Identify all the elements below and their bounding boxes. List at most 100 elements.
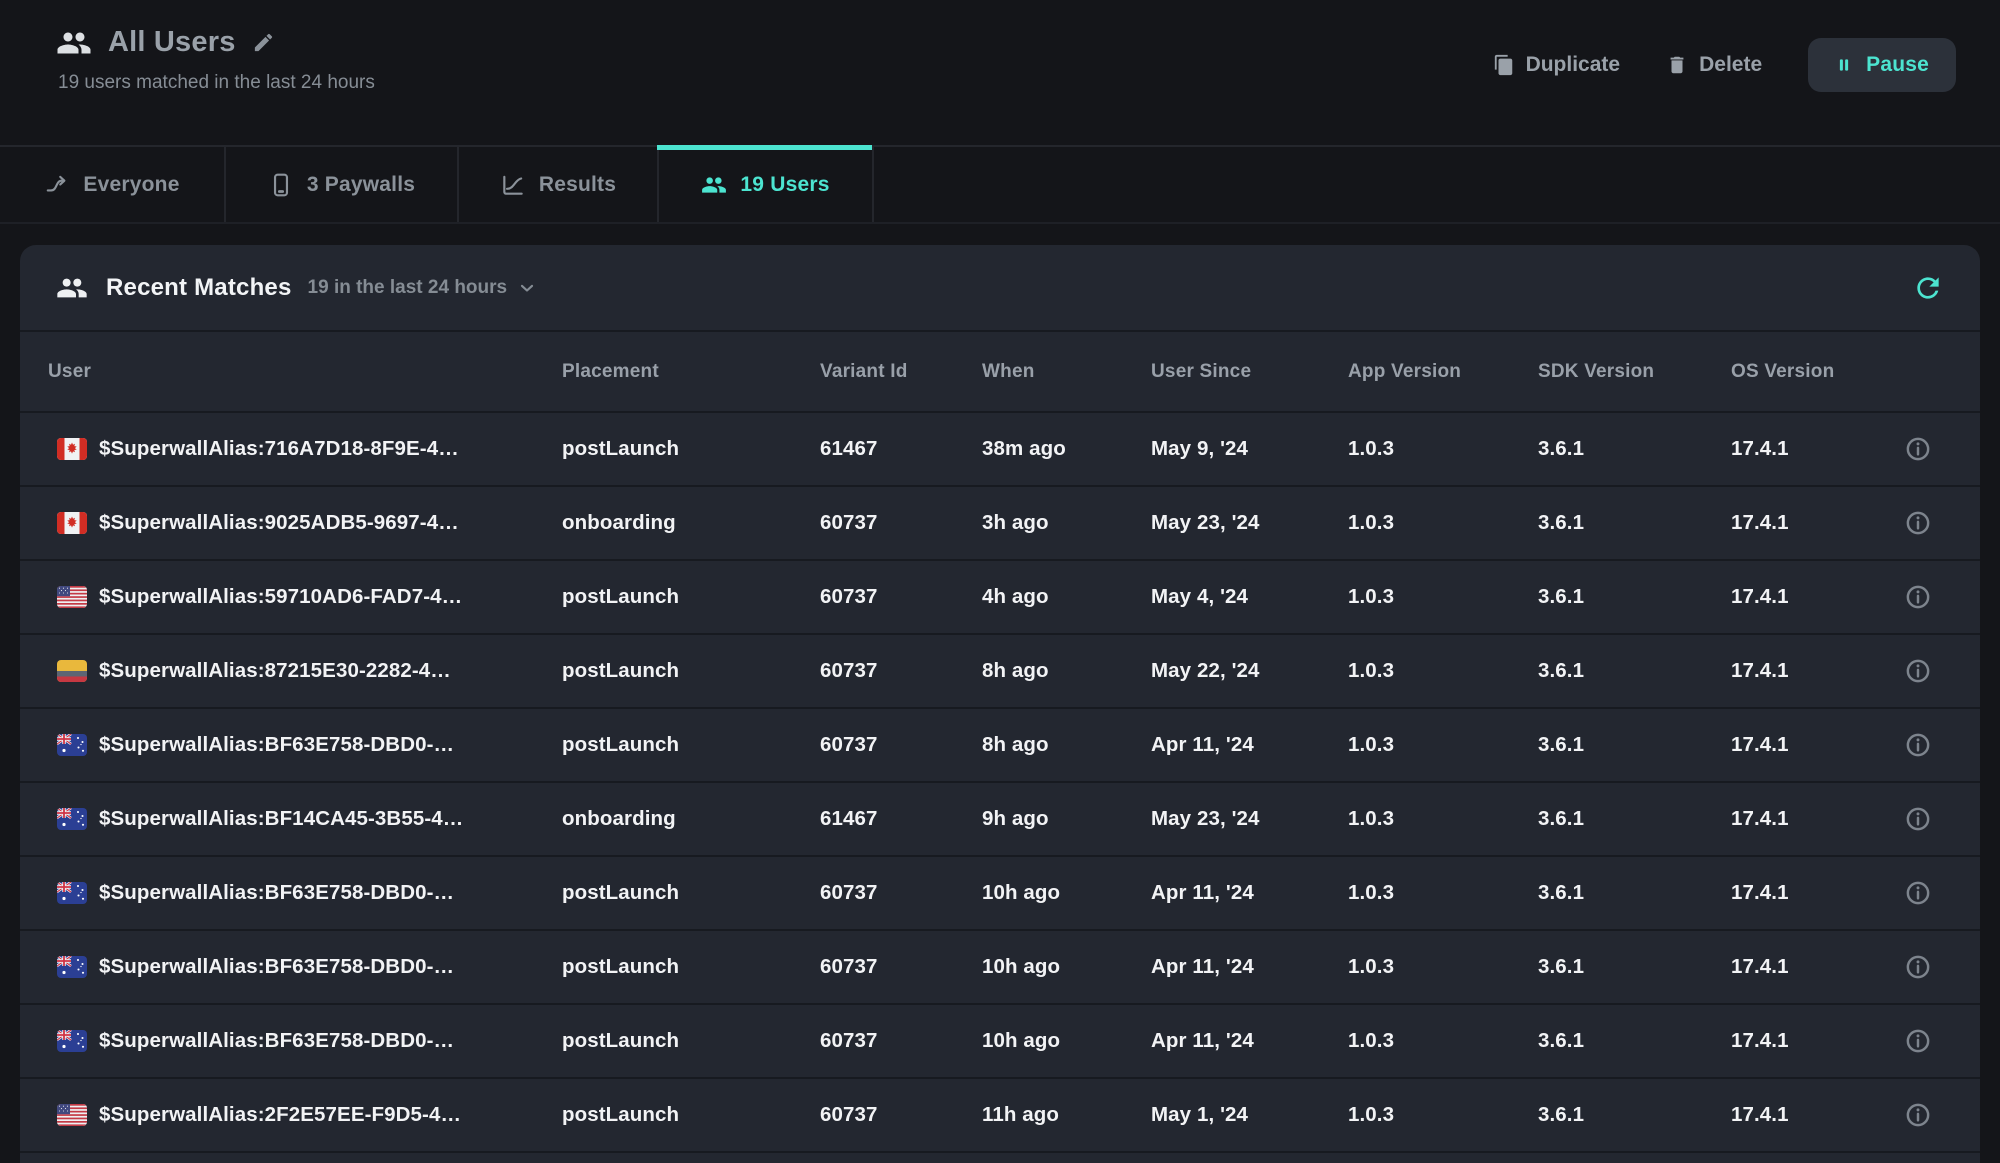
delete-button[interactable]: Delete bbox=[1666, 53, 1762, 77]
os-version-cell: 17.4.1 bbox=[1731, 437, 1789, 460]
column-header-app-version: App Version bbox=[1348, 360, 1462, 382]
placement-cell: postLaunch bbox=[562, 881, 680, 904]
chevron-down-icon bbox=[521, 284, 534, 292]
country-flag-icon bbox=[57, 660, 87, 682]
when-cell: 10h ago bbox=[982, 1029, 1061, 1052]
column-header-when: When bbox=[982, 360, 1035, 382]
app-version-cell: 1.0.3 bbox=[1348, 1029, 1395, 1052]
sdk-version-cell: 3.6.1 bbox=[1538, 807, 1585, 830]
country-flag-icon bbox=[57, 956, 87, 978]
info-icon[interactable] bbox=[1880, 509, 1956, 537]
user-since-cell: May 23, '24 bbox=[1151, 807, 1260, 830]
app-version-cell: 1.0.3 bbox=[1348, 807, 1395, 830]
info-icon[interactable] bbox=[1880, 953, 1956, 981]
os-version-cell: 17.4.1 bbox=[1731, 881, 1789, 904]
info-icon[interactable] bbox=[1880, 657, 1956, 685]
user-since-cell: May 1, '24 bbox=[1151, 1103, 1249, 1126]
table-row[interactable]: $SuperwallAlias:716A7D18-8F9E-4… postLau… bbox=[20, 413, 1980, 487]
variant-id-cell: 60737 bbox=[820, 585, 878, 608]
sdk-version-cell: 3.6.1 bbox=[1538, 1103, 1585, 1126]
tab-bar: Everyone 3 Paywalls Results 19 Users bbox=[0, 145, 2000, 224]
page-subtitle: 19 users matched in the last 24 hours bbox=[58, 72, 375, 93]
pause-icon bbox=[1840, 59, 1849, 71]
app-version-cell: 1.0.3 bbox=[1348, 511, 1395, 534]
os-version-cell: 17.4.1 bbox=[1731, 1103, 1789, 1126]
table-header-row: User Placement Variant Id When User Sinc… bbox=[20, 330, 1980, 413]
app-version-cell: 1.0.3 bbox=[1348, 659, 1395, 682]
info-icon[interactable] bbox=[1880, 805, 1956, 833]
column-header-os-version: OS Version bbox=[1731, 360, 1835, 382]
table-row[interactable]: $SuperwallAlias:BF63E758-DBD0-… postLaun… bbox=[20, 857, 1980, 931]
user-alias: $SuperwallAlias:59710AD6-FAD7-4… bbox=[99, 585, 463, 608]
when-cell: 8h ago bbox=[982, 659, 1049, 682]
table-body: $SuperwallAlias:716A7D18-8F9E-4… postLau… bbox=[20, 413, 1980, 1153]
column-header-sdk-version: SDK Version bbox=[1538, 360, 1655, 382]
range-filter-dropdown[interactable]: 19 in the last 24 hours bbox=[308, 277, 538, 299]
placement-cell: postLaunch bbox=[562, 955, 680, 978]
app-version-cell: 1.0.3 bbox=[1348, 585, 1395, 608]
os-version-cell: 17.4.1 bbox=[1731, 733, 1789, 756]
when-cell: 10h ago bbox=[982, 881, 1061, 904]
variant-id-cell: 60737 bbox=[820, 881, 878, 904]
table-row[interactable]: $SuperwallAlias:9025ADB5-9697-4… onboard… bbox=[20, 487, 1980, 561]
when-cell: 3h ago bbox=[982, 511, 1049, 534]
user-alias: $SuperwallAlias:BF14CA45-3B55-4… bbox=[99, 807, 464, 830]
variant-id-cell: 60737 bbox=[820, 511, 878, 534]
variant-id-cell: 60737 bbox=[820, 659, 878, 682]
column-header-user-since: User Since bbox=[1151, 360, 1252, 382]
info-icon[interactable] bbox=[1880, 435, 1956, 463]
copy-icon bbox=[1494, 54, 1512, 76]
sdk-version-cell: 3.6.1 bbox=[1538, 437, 1585, 460]
when-cell: 11h ago bbox=[982, 1103, 1060, 1126]
table-row[interactable]: $SuperwallAlias:BF63E758-DBD0-… postLaun… bbox=[20, 709, 1980, 783]
user-alias: $SuperwallAlias:BF63E758-DBD0-… bbox=[99, 881, 455, 904]
top-bar: All Users 19 users matched in the last 2… bbox=[0, 0, 2000, 145]
users-icon bbox=[56, 275, 88, 301]
user-since-cell: May 23, '24 bbox=[1151, 511, 1260, 534]
when-cell: 4h ago bbox=[982, 585, 1049, 608]
tab-paywalls[interactable]: 3 Paywalls bbox=[226, 147, 459, 222]
user-since-cell: Apr 11, '24 bbox=[1151, 881, 1254, 904]
sdk-version-cell: 3.6.1 bbox=[1538, 881, 1585, 904]
user-since-cell: May 4, '24 bbox=[1151, 585, 1249, 608]
table-row[interactable]: $SuperwallAlias:BF63E758-DBD0-… postLaun… bbox=[20, 1005, 1980, 1079]
phone-icon bbox=[273, 173, 288, 196]
country-flag-icon bbox=[57, 512, 87, 534]
duplicate-button[interactable]: Duplicate bbox=[1493, 53, 1620, 77]
info-icon[interactable] bbox=[1880, 1027, 1956, 1055]
refresh-button[interactable] bbox=[1912, 272, 1944, 304]
sdk-version-cell: 3.6.1 bbox=[1538, 659, 1585, 682]
sdk-version-cell: 3.6.1 bbox=[1538, 955, 1585, 978]
info-icon[interactable] bbox=[1880, 731, 1956, 759]
tab-everyone[interactable]: Everyone bbox=[0, 147, 226, 222]
user-since-cell: Apr 11, '24 bbox=[1151, 733, 1254, 756]
table-row[interactable]: $SuperwallAlias:87215E30-2282-4… postLau… bbox=[20, 635, 1980, 709]
variant-id-cell: 60737 bbox=[820, 1103, 878, 1126]
tab-results[interactable]: Results bbox=[459, 147, 659, 222]
table-row[interactable]: $SuperwallAlias:BF14CA45-3B55-4… onboard… bbox=[20, 783, 1980, 857]
page-title: All Users bbox=[108, 26, 236, 58]
user-since-cell: May 9, '24 bbox=[1151, 437, 1249, 460]
country-flag-icon bbox=[57, 808, 87, 830]
user-alias: $SuperwallAlias:9025ADB5-9697-4… bbox=[99, 511, 459, 534]
card-title: Recent Matches bbox=[106, 273, 292, 301]
table-row[interactable]: $SuperwallAlias:BF63E758-DBD0-… postLaun… bbox=[20, 931, 1980, 1005]
info-icon[interactable] bbox=[1880, 879, 1956, 907]
line-chart-icon bbox=[503, 175, 523, 195]
pause-button[interactable]: Pause bbox=[1808, 38, 1956, 92]
placement-cell: onboarding bbox=[562, 807, 676, 830]
info-icon[interactable] bbox=[1880, 1101, 1956, 1129]
when-cell: 38m ago bbox=[982, 437, 1066, 460]
user-since-cell: Apr 11, '24 bbox=[1151, 955, 1254, 978]
variant-id-cell: 60737 bbox=[820, 955, 878, 978]
tab-users[interactable]: 19 Users bbox=[657, 145, 874, 222]
country-flag-icon bbox=[57, 1030, 87, 1052]
title-block: All Users 19 users matched in the last 2… bbox=[56, 26, 375, 94]
user-alias: $SuperwallAlias:87215E30-2282-4… bbox=[99, 659, 451, 682]
table-row[interactable]: $SuperwallAlias:59710AD6-FAD7-4… postLau… bbox=[20, 561, 1980, 635]
table-row[interactable]: $SuperwallAlias:2F2E57EE-F9D5-4… postLau… bbox=[20, 1079, 1980, 1153]
info-icon[interactable] bbox=[1880, 583, 1956, 611]
pencil-icon[interactable] bbox=[252, 31, 275, 54]
country-flag-icon bbox=[57, 882, 87, 904]
